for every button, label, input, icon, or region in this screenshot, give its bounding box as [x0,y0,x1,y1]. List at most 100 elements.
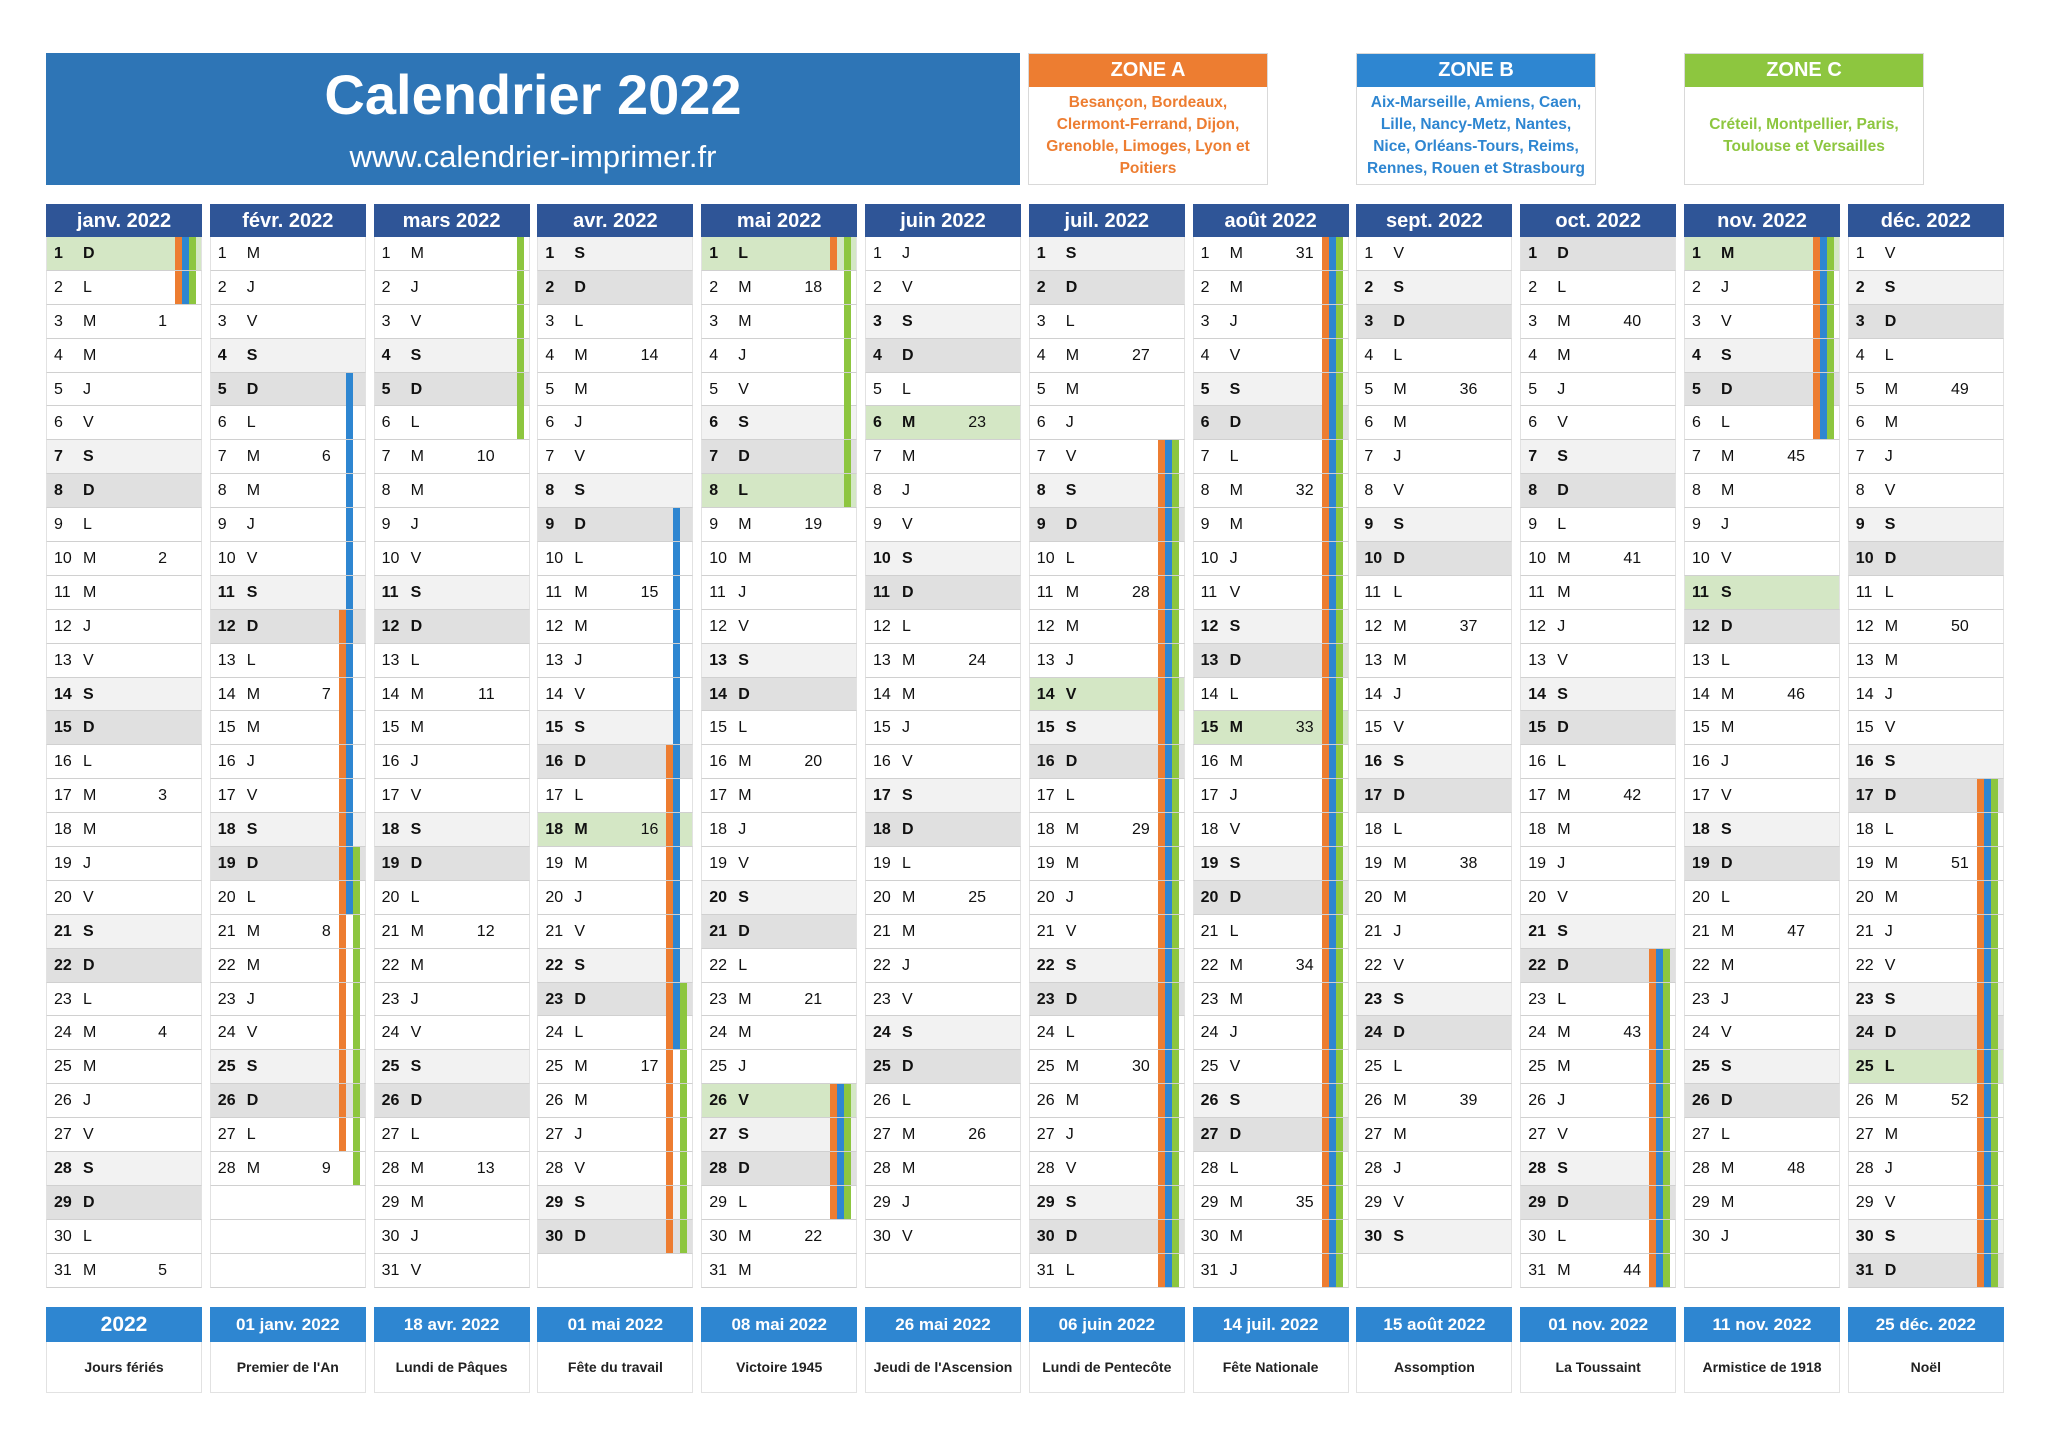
day-row: 10 D [1356,542,1513,576]
day-number: 2 [873,278,882,296]
weekday-letter: M [738,312,752,330]
weekday-letter: D [1065,516,1078,534]
day-row: 15 S [1028,711,1185,746]
holiday-cell: 11 nov. 2022 Armistice de 1918 [1684,1307,1840,1393]
weekday-letter: S [1557,922,1568,940]
vacation-bar-zone-b [1328,1185,1336,1219]
day-number: 2 [1855,278,1865,296]
vacation-bar-zone-c [1663,1219,1671,1253]
vacation-bars [1321,1253,1346,1287]
day-number: 8 [381,482,391,500]
weekday-letter: M [1721,922,1735,940]
day-number: 19 [1692,855,1710,873]
day-row: 15 S [537,711,694,746]
day-row: 29 M 35 [1192,1185,1349,1220]
day-row: 28 L [1192,1152,1349,1186]
day-number: 19 [1200,855,1219,873]
day-number: 12 [545,617,564,635]
day-number: 30 [1036,1227,1055,1245]
day-number: 18 [545,821,564,839]
day-row: 16 M 20 [701,745,858,780]
vacation-bar-zone-a [1157,508,1165,542]
weekday-letter: S [1721,821,1732,839]
weekday-letter: M [574,1092,588,1110]
vacation-bar-zone-c [844,440,852,474]
day-number: 29 [1855,1193,1874,1211]
vacation-bar-zone-b [1328,1050,1336,1084]
day-number: 22 [1036,956,1055,974]
day-row: 30 M 22 [701,1219,858,1254]
vacation-bar-zone-c [1663,1050,1671,1084]
day-number: 17 [1036,787,1055,805]
day-number: 3 [709,312,719,330]
day-number: 14 [873,685,891,703]
day-number: 14 [1692,685,1710,703]
vacation-bar-zone-b [345,779,353,813]
day-number: 7 [1692,448,1701,466]
day-row: 11 J [701,575,858,610]
day-row: 27 S [701,1118,858,1153]
vacation-bars [666,914,690,948]
day-row: 26 L [865,1084,1021,1119]
day-row: 17 M 3 [46,779,202,814]
week-number: 6 [321,448,331,466]
day-row: 21 M 8 [209,914,366,949]
day-number: 16 [1364,753,1383,771]
day-row: 26 M 52 [1847,1084,2004,1119]
weekday-letter: M [1065,855,1080,873]
week-number: 41 [1623,550,1642,568]
day-number: 3 [54,312,63,330]
zone-b-cities: Aix-Marseille, Amiens, Caen, Lille, Nanc… [1367,93,1585,177]
weekday-letter: L [1229,922,1239,940]
vacation-bar-zone-a [1649,1219,1657,1253]
day-row: 25 S [1684,1050,1840,1085]
vacation-bar-zone-c [1827,237,1834,270]
vacation-bars [339,406,363,440]
vacation-bar-zone-b [1656,1185,1664,1219]
weekday-letter: S [902,550,913,568]
month-header: juil. 2022 [1028,204,1185,237]
holiday-name: Noël [1847,1342,2004,1393]
day-row: 29 S [1028,1185,1185,1220]
vacation-bar-zone-b [1983,813,1991,847]
day-row: 20 J [537,880,694,915]
day-number: 7 [545,448,555,466]
day-number: 27 [1692,1126,1710,1144]
day-number: 19 [709,855,727,873]
day-number: 2 [217,278,227,296]
week-number: 11 [477,685,495,703]
weekday-letter: D [410,380,423,398]
vacation-bar-zone-a [1321,237,1329,270]
day-number: 28 [1036,1160,1055,1178]
weekday-letter: J [246,278,255,296]
day-row: 10 V [209,542,366,576]
day-row: 15 V [1356,711,1513,746]
vacation-bar-zone-c [1990,1152,1998,1186]
vacation-bar-zone-a [1321,1016,1329,1050]
day-row: 18 S [1684,813,1840,848]
day-number: 27 [1364,1126,1383,1144]
month-header: nov. 2022 [1684,204,1840,237]
vacation-bars [338,643,363,677]
weekday-letter: D [246,1092,259,1110]
vacation-bars [1321,847,1346,881]
day-number: 22 [1692,956,1710,974]
day-row: 30 V [865,1219,1021,1254]
vacation-bars [1976,1185,2001,1219]
vacation-bars [175,237,199,270]
vacation-bar-zone-b [1164,1050,1172,1084]
day-row: 20 L [1684,880,1840,915]
zone-b-legend: ZONE B Aix-Marseille, Amiens, Caen, Lill… [1356,53,1596,185]
day-row: 30 D [537,1219,694,1254]
day-row: 24 D [1847,1016,2004,1051]
day-number: 3 [1855,312,1865,330]
vacation-bar-zone-a [666,880,674,914]
weekday-letter: S [738,414,749,432]
vacation-bars [666,948,690,982]
weekday-letter: M [246,245,261,262]
day-row: 19 L [865,847,1021,881]
month-header: oct. 2022 [1520,204,1677,237]
